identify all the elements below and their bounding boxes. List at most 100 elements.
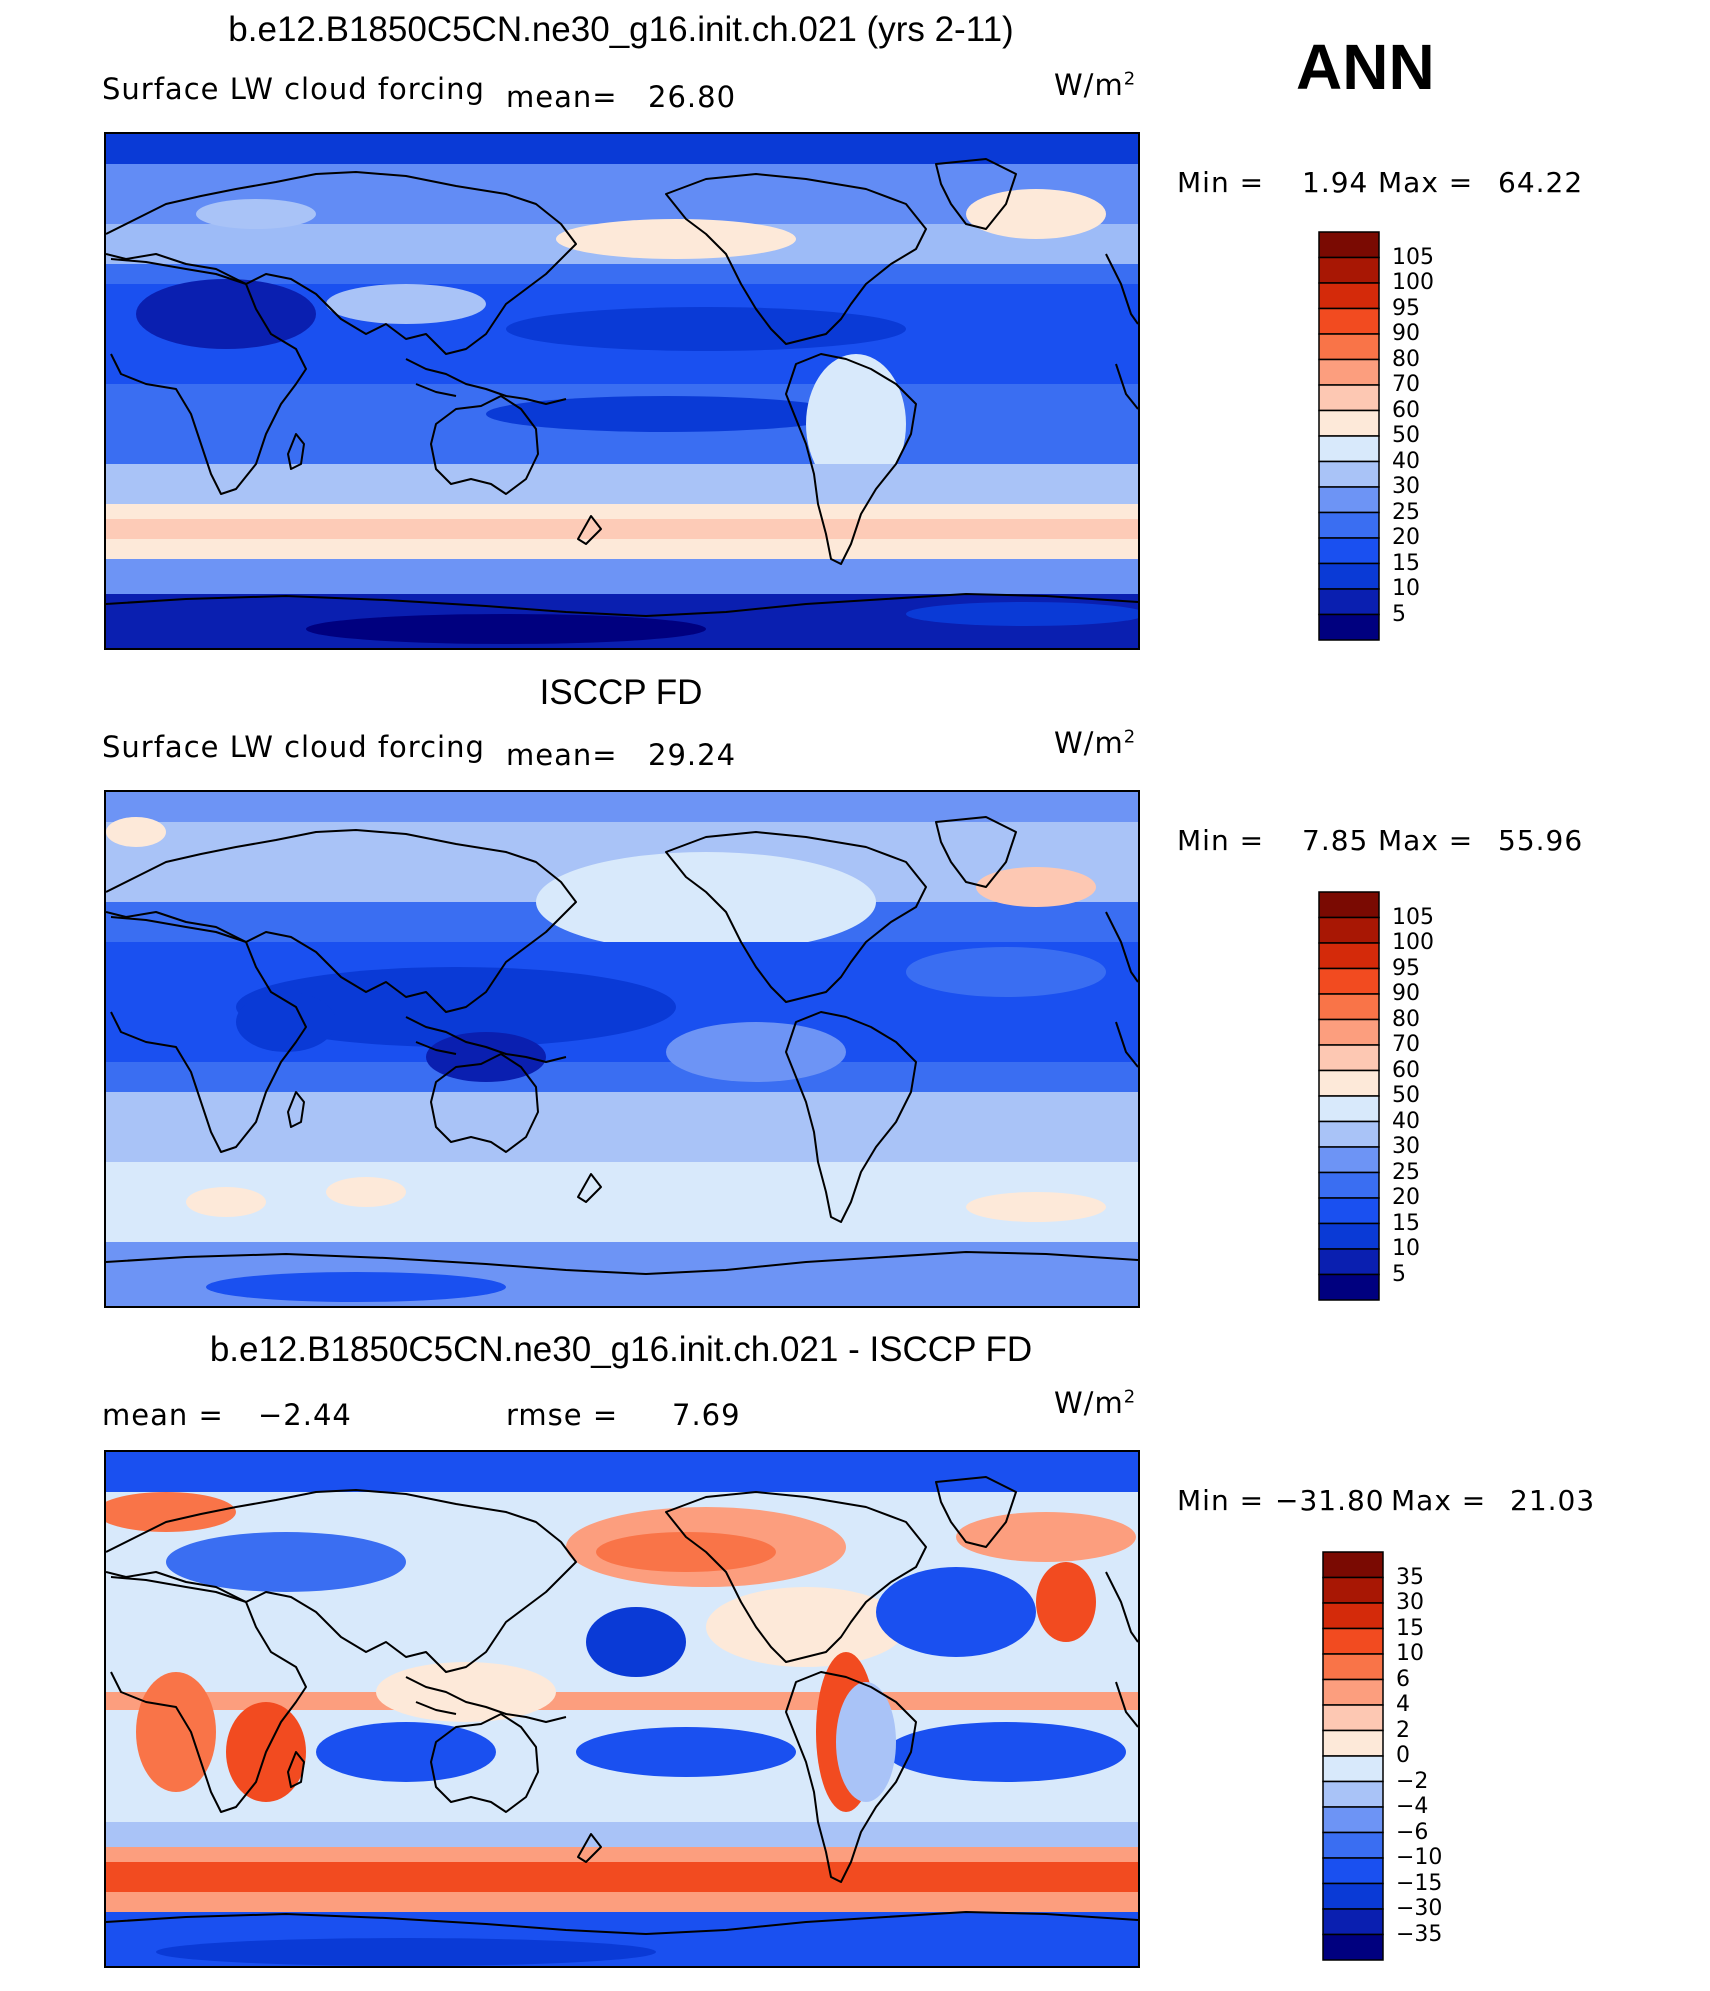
- colorbar-tick-label: −35: [1396, 1921, 1443, 1947]
- field-blob: [806, 354, 906, 494]
- colorbar-box: [1318, 613, 1380, 641]
- coastline: [415, 383, 457, 397]
- field-blob: [236, 992, 336, 1052]
- coastline: [1105, 911, 1138, 983]
- field-band: [106, 559, 1138, 594]
- field-band: [106, 1092, 1138, 1162]
- colorbar-box: [1322, 1627, 1384, 1655]
- colorbar-box: [1318, 435, 1380, 463]
- colorbar-tick-label: −4: [1396, 1794, 1429, 1819]
- colorbar-box: [1318, 942, 1380, 970]
- coastline: [415, 1701, 457, 1715]
- colorbar-box: [1322, 1729, 1384, 1757]
- panel3-max-label: Max =: [1391, 1484, 1487, 1517]
- field-band: [106, 1162, 1138, 1242]
- field-blob: [836, 1682, 896, 1802]
- field-blob: [156, 1938, 656, 1966]
- colorbar-tick-label: 2: [1396, 1717, 1410, 1743]
- colorbar-box: [1318, 409, 1380, 437]
- coastline: [935, 158, 1017, 230]
- colorbar-tick-label: 40: [1392, 448, 1420, 474]
- colorbar-box: [1318, 1095, 1380, 1123]
- panel3-rmse-label: rmse =: [506, 1398, 619, 1432]
- coastline: [935, 1476, 1017, 1548]
- colorbar-tick-label: 15: [1396, 1615, 1424, 1641]
- colorbar-tick-label: 25: [1392, 499, 1420, 525]
- colorbar-box: [1318, 993, 1380, 1021]
- colorbar-box: [1318, 588, 1380, 616]
- colorbar-box: [1318, 486, 1380, 514]
- field-blob: [196, 199, 316, 229]
- colorbar-box: [1322, 1806, 1384, 1834]
- field-blob: [906, 602, 1138, 626]
- panel2-min-label: Min =: [1177, 824, 1265, 857]
- field-blob: [1036, 1562, 1096, 1642]
- coastline: [1105, 1571, 1138, 1643]
- colorbar-box: [1318, 1120, 1380, 1148]
- coastline: [430, 1053, 539, 1153]
- colorbar-box: [1322, 1602, 1384, 1630]
- field-blob: [966, 1192, 1106, 1222]
- colorbar-box: [1318, 460, 1380, 488]
- colorbar-tick-label: 105: [1392, 244, 1434, 270]
- field-blob: [876, 1567, 1036, 1657]
- colorbar-tick-label: 60: [1392, 397, 1420, 423]
- coastline: [935, 816, 1017, 888]
- coastline: [106, 1251, 1138, 1275]
- panel1-max-label: Max =: [1378, 166, 1474, 199]
- panel1-variable: Surface LW cloud forcing: [102, 72, 485, 106]
- field-blob: [136, 279, 316, 349]
- colorbar-tick-label: 30: [1392, 1134, 1420, 1159]
- field-blob: [886, 1722, 1126, 1782]
- field-band: [106, 464, 1138, 504]
- coastline: [1115, 363, 1138, 410]
- colorbar-tick-label: 4: [1396, 1692, 1410, 1717]
- coastline: [415, 1041, 457, 1055]
- field-blob: [206, 1272, 506, 1302]
- colorbar-tick-label: 5: [1392, 1261, 1406, 1287]
- colorbar-box: [1322, 1831, 1384, 1859]
- colorbar-box: [1322, 1780, 1384, 1808]
- coastline: [430, 395, 539, 495]
- field-blob: [666, 1022, 846, 1082]
- field-blob: [236, 967, 676, 1047]
- colorbar-box: [1318, 231, 1380, 259]
- field-band: [106, 1892, 1138, 1912]
- colorbar-tick-label: 95: [1392, 295, 1420, 321]
- colorbar-tick-label: 15: [1392, 1210, 1420, 1236]
- field-blob: [106, 817, 166, 847]
- colorbar-tick-label: 50: [1392, 423, 1420, 448]
- colorbar-tick-label: 10: [1396, 1641, 1424, 1666]
- colorbar-tick-label: 10: [1392, 1236, 1420, 1261]
- field-blob: [576, 1727, 796, 1777]
- field-blob: [976, 867, 1096, 907]
- coastline: [405, 1676, 567, 1723]
- coastline: [287, 1751, 305, 1788]
- panel2-map: [104, 790, 1140, 1308]
- colorbar-box: [1322, 1755, 1384, 1783]
- panel2-variable: Surface LW cloud forcing: [102, 730, 485, 764]
- panel2-mean-value: 29.24: [648, 738, 737, 772]
- colorbar-tick-label: −10: [1396, 1845, 1443, 1870]
- colorbar-tick-label: −6: [1396, 1819, 1429, 1845]
- field-blob: [106, 1492, 236, 1532]
- colorbar-tick-label: 40: [1392, 1108, 1420, 1134]
- colorbar-box: [1318, 1044, 1380, 1072]
- field-blob: [426, 1032, 546, 1082]
- panel3-max-value: 21.03: [1510, 1484, 1596, 1517]
- field-blob: [906, 947, 1106, 997]
- colorbar-tick-label: 95: [1392, 955, 1420, 981]
- colorbar-box: [1318, 891, 1380, 919]
- colorbar-box: [1318, 967, 1380, 995]
- colorbar-box: [1318, 256, 1380, 284]
- panel3-mean-label: mean =: [102, 1398, 224, 1432]
- coastline: [110, 1576, 307, 1813]
- panel3-min-label: Min =: [1177, 1484, 1265, 1517]
- colorbar-box: [1318, 282, 1380, 310]
- colorbar-box: [1318, 1273, 1380, 1301]
- colorbar-box: [1322, 1908, 1384, 1936]
- panel3-units: W/m2: [1054, 1386, 1137, 1420]
- field-blob: [586, 1607, 686, 1677]
- panel3-min-value: −31.80: [1275, 1484, 1385, 1517]
- coastline: [106, 1489, 577, 1673]
